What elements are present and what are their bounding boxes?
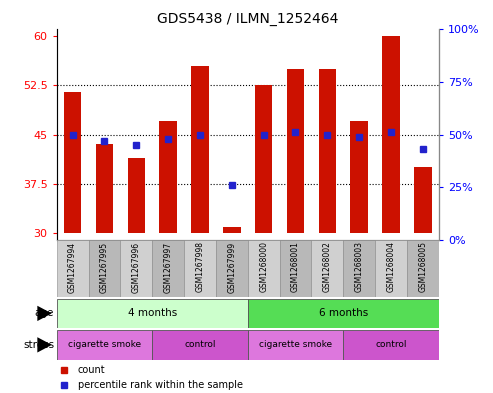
Text: GSM1268001: GSM1268001 <box>291 241 300 292</box>
Bar <box>247 299 439 328</box>
Text: GSM1268003: GSM1268003 <box>354 241 364 292</box>
Bar <box>255 85 273 233</box>
Text: GSM1267998: GSM1267998 <box>195 241 205 292</box>
Bar <box>120 240 152 297</box>
Title: GDS5438 / ILMN_1252464: GDS5438 / ILMN_1252464 <box>157 12 338 26</box>
Bar <box>216 240 247 297</box>
Text: 6 months: 6 months <box>318 309 368 318</box>
Text: GSM1268000: GSM1268000 <box>259 241 268 292</box>
Bar <box>414 167 431 233</box>
Text: control: control <box>184 340 216 349</box>
Polygon shape <box>37 337 52 353</box>
Text: GSM1267996: GSM1267996 <box>132 241 141 292</box>
Bar <box>343 330 439 360</box>
Bar <box>96 145 113 233</box>
Bar <box>57 240 89 297</box>
Polygon shape <box>37 306 52 321</box>
Bar <box>159 121 177 233</box>
Bar <box>343 240 375 297</box>
Text: GSM1267995: GSM1267995 <box>100 241 109 292</box>
Bar <box>152 240 184 297</box>
Text: cigarette smoke: cigarette smoke <box>259 340 332 349</box>
Bar <box>152 330 247 360</box>
Bar <box>351 121 368 233</box>
Bar <box>312 240 343 297</box>
Bar <box>247 240 280 297</box>
Bar <box>247 330 343 360</box>
Text: count: count <box>78 365 106 375</box>
Bar <box>57 330 152 360</box>
Bar <box>64 92 81 233</box>
Bar <box>191 66 209 233</box>
Text: GSM1268002: GSM1268002 <box>323 241 332 292</box>
Bar <box>287 69 304 233</box>
Text: percentile rank within the sample: percentile rank within the sample <box>78 380 243 389</box>
Bar <box>407 240 439 297</box>
Text: cigarette smoke: cigarette smoke <box>68 340 141 349</box>
Bar <box>280 240 312 297</box>
Text: GSM1268005: GSM1268005 <box>419 241 427 292</box>
Bar <box>57 299 247 328</box>
Text: stress: stress <box>23 340 54 350</box>
Bar <box>223 227 241 233</box>
Text: GSM1268004: GSM1268004 <box>387 241 395 292</box>
Bar <box>89 240 120 297</box>
Bar <box>128 158 145 233</box>
Text: GSM1267997: GSM1267997 <box>164 241 173 292</box>
Text: age: age <box>35 309 54 318</box>
Text: GSM1267994: GSM1267994 <box>68 241 77 292</box>
Text: 4 months: 4 months <box>128 309 177 318</box>
Bar <box>184 240 216 297</box>
Bar <box>382 36 400 233</box>
Text: control: control <box>375 340 407 349</box>
Text: GSM1267999: GSM1267999 <box>227 241 236 292</box>
Bar <box>318 69 336 233</box>
Bar <box>375 240 407 297</box>
